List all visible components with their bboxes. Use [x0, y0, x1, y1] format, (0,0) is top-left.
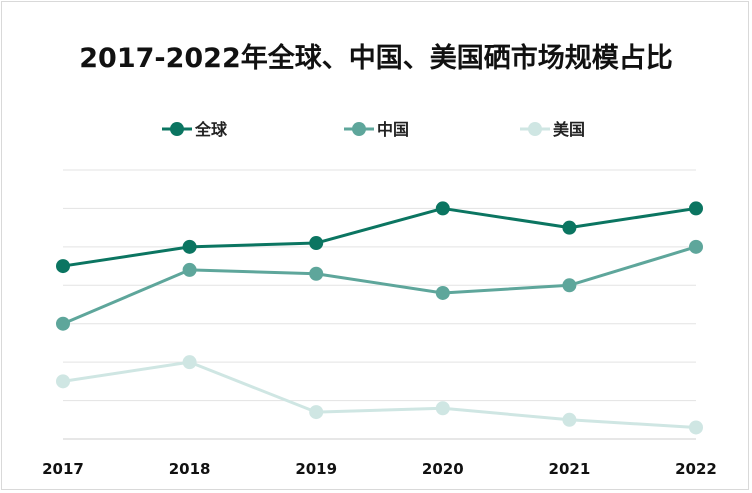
x-tick-label: 2021 [549, 460, 591, 478]
legend: 全球 中国 美国 [162, 120, 585, 139]
data-point [182, 355, 197, 370]
series-line [62, 245, 697, 326]
x-axis-ticks: 2017 2018 2019 2020 2021 2022 [42, 460, 717, 478]
x-tick-label: 2020 [422, 460, 464, 478]
data-point [182, 262, 197, 277]
legend-item: 中国 [344, 120, 409, 139]
chart-title: 2017-2022年全球、中国、美国硒市场规模占比 [79, 42, 673, 74]
series-line [62, 360, 697, 429]
data-point [689, 239, 703, 254]
legend-swatch-marker [528, 122, 542, 136]
data-point [435, 285, 450, 300]
data-point [56, 259, 70, 274]
series [56, 355, 703, 435]
data-point [435, 201, 450, 216]
series-line [62, 206, 697, 268]
legend-swatch-marker [352, 122, 366, 136]
x-tick-label: 2018 [169, 460, 211, 478]
legend-label: 全球 [194, 120, 228, 139]
data-point [562, 220, 577, 235]
data-point [435, 401, 450, 416]
x-tick-label: 2022 [675, 460, 717, 478]
legend-label: 美国 [553, 120, 585, 139]
data-point [309, 405, 324, 420]
series [56, 239, 703, 331]
x-tick-label: 2019 [295, 460, 337, 478]
x-tick-label: 2017 [42, 460, 84, 478]
data-point [562, 412, 577, 427]
gridlines [63, 169, 696, 440]
data-point [182, 239, 197, 254]
series-layer [56, 201, 703, 435]
data-point [562, 278, 577, 293]
legend-item: 美国 [520, 120, 585, 139]
data-point [56, 374, 70, 389]
legend-item: 全球 [162, 120, 228, 139]
series [56, 201, 703, 274]
data-point [56, 316, 70, 331]
data-point [689, 201, 703, 216]
data-point [309, 236, 324, 251]
legend-swatch-marker [170, 122, 184, 136]
data-point [689, 420, 703, 435]
data-point [309, 266, 324, 281]
legend-label: 中国 [377, 120, 409, 139]
